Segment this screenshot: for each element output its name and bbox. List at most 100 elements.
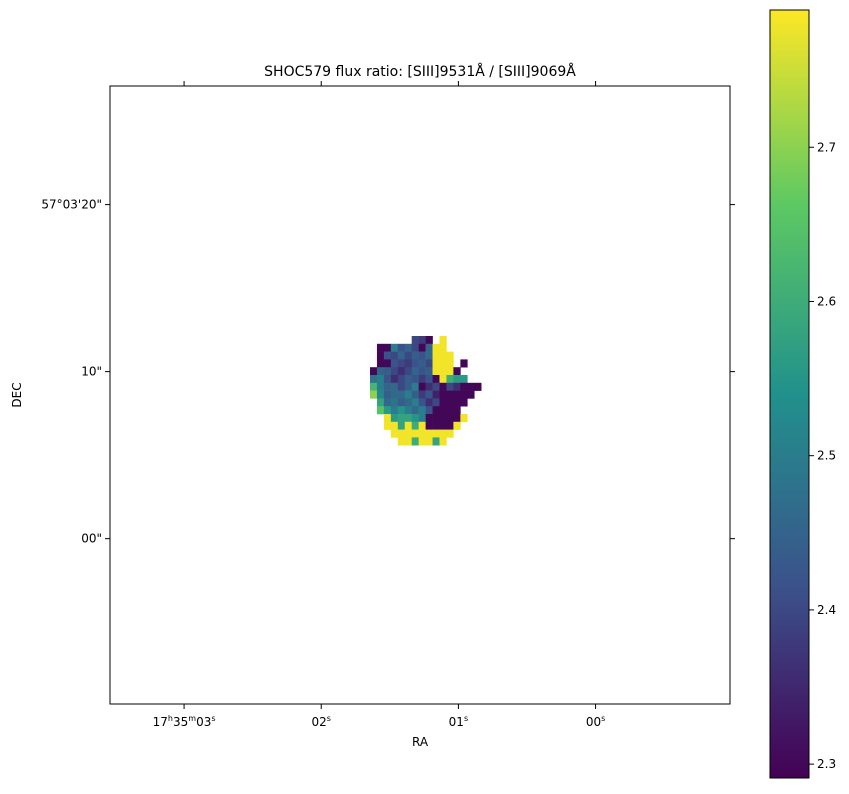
pixel	[383, 421, 392, 430]
pixel	[390, 359, 399, 368]
pixel	[397, 375, 406, 384]
pixel	[460, 375, 468, 384]
pixel	[397, 414, 406, 423]
pixel	[383, 382, 392, 391]
pixel	[446, 367, 454, 376]
pixel	[446, 406, 454, 415]
pixel	[411, 343, 419, 352]
colorbar	[769, 9, 810, 779]
pixel	[439, 406, 447, 415]
pixel	[439, 382, 447, 391]
pixel	[432, 437, 440, 446]
pixel	[432, 359, 440, 368]
pixel	[425, 429, 433, 438]
pixel	[376, 351, 385, 360]
pixel	[383, 359, 392, 368]
pixel	[383, 390, 392, 399]
pixel	[390, 429, 399, 438]
pixel	[432, 343, 440, 352]
pixel	[404, 375, 412, 384]
pixel	[418, 359, 426, 368]
pixel	[370, 382, 378, 391]
pixel	[460, 359, 468, 368]
pixel	[418, 414, 426, 423]
pixel	[370, 375, 378, 384]
pixel	[411, 351, 419, 360]
pixel	[425, 343, 433, 352]
pixel	[418, 351, 426, 360]
pixel	[404, 359, 412, 368]
pixel	[383, 414, 392, 423]
pixel	[432, 398, 440, 407]
pixel	[418, 429, 426, 438]
colorbar-tick-label: 2.5	[817, 449, 836, 463]
pixel	[453, 421, 461, 430]
pixel	[453, 414, 461, 423]
pixel	[446, 414, 454, 423]
pixel	[439, 421, 447, 430]
pixel	[432, 367, 440, 376]
pixel	[383, 367, 392, 376]
pixel	[390, 421, 399, 430]
pixel	[474, 382, 482, 391]
pixel	[446, 429, 454, 438]
pixel	[390, 390, 399, 399]
pixel	[397, 390, 406, 399]
pixel	[425, 437, 433, 446]
pixel	[432, 390, 440, 399]
pixel	[404, 398, 412, 407]
pixel	[376, 367, 385, 376]
colorbar-tick-label: 2.7	[817, 140, 836, 154]
pixel	[418, 382, 426, 391]
y-tick-label: 57°03'20"	[41, 198, 102, 212]
pixel	[376, 359, 385, 368]
pixel	[439, 437, 447, 446]
x-tick-label: 00s	[586, 714, 605, 729]
pixel	[418, 406, 426, 415]
pixel	[404, 367, 412, 376]
pixel	[376, 398, 385, 407]
pixel	[432, 414, 440, 423]
pixel	[446, 390, 454, 399]
pixel	[411, 421, 419, 430]
pixel	[397, 437, 406, 446]
pixel	[439, 343, 447, 352]
pixel	[439, 351, 447, 360]
pixel	[439, 359, 447, 368]
pixel	[411, 375, 419, 384]
pixel	[446, 382, 454, 391]
pixel	[425, 414, 433, 423]
y-axis-label: DEC	[10, 382, 24, 407]
pixel	[439, 429, 447, 438]
pixel	[439, 367, 447, 376]
pixel	[425, 367, 433, 376]
pixel	[370, 367, 378, 376]
pixel	[432, 382, 440, 391]
pixel	[411, 359, 419, 368]
x-tick-label: 02s	[312, 714, 331, 729]
pixel	[467, 390, 475, 399]
pixel	[383, 351, 392, 360]
pixel	[460, 414, 468, 423]
pixel	[390, 343, 399, 352]
pixel	[390, 398, 399, 407]
pixel	[453, 375, 461, 384]
pixel	[425, 390, 433, 399]
pixel	[411, 382, 419, 391]
pixel	[446, 398, 454, 407]
pixel	[404, 437, 412, 446]
pixel	[370, 390, 378, 399]
pixel	[411, 336, 419, 345]
x-tick-label: 01s	[449, 714, 468, 729]
pixel	[404, 406, 412, 415]
plot-frame	[109, 85, 731, 705]
pixel	[383, 398, 392, 407]
pixel	[411, 398, 419, 407]
pixel	[425, 406, 433, 415]
pixel	[397, 343, 406, 352]
pixel	[439, 390, 447, 399]
pixel	[390, 367, 399, 376]
pixel	[432, 421, 440, 430]
pixel	[425, 421, 433, 430]
pixel	[460, 382, 468, 391]
